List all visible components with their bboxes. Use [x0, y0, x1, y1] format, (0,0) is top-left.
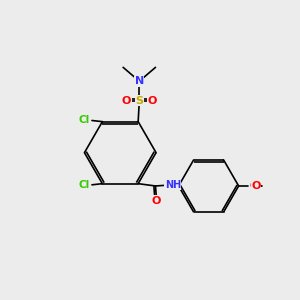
Text: Cl: Cl — [79, 180, 90, 190]
Text: Cl: Cl — [79, 116, 90, 125]
Text: O: O — [147, 96, 157, 106]
Text: O: O — [250, 181, 259, 191]
Text: O: O — [251, 181, 261, 191]
Text: S: S — [135, 96, 143, 106]
Text: N: N — [135, 76, 144, 86]
Text: NH: NH — [165, 180, 181, 190]
Text: O: O — [152, 196, 161, 206]
Text: O: O — [122, 96, 131, 106]
